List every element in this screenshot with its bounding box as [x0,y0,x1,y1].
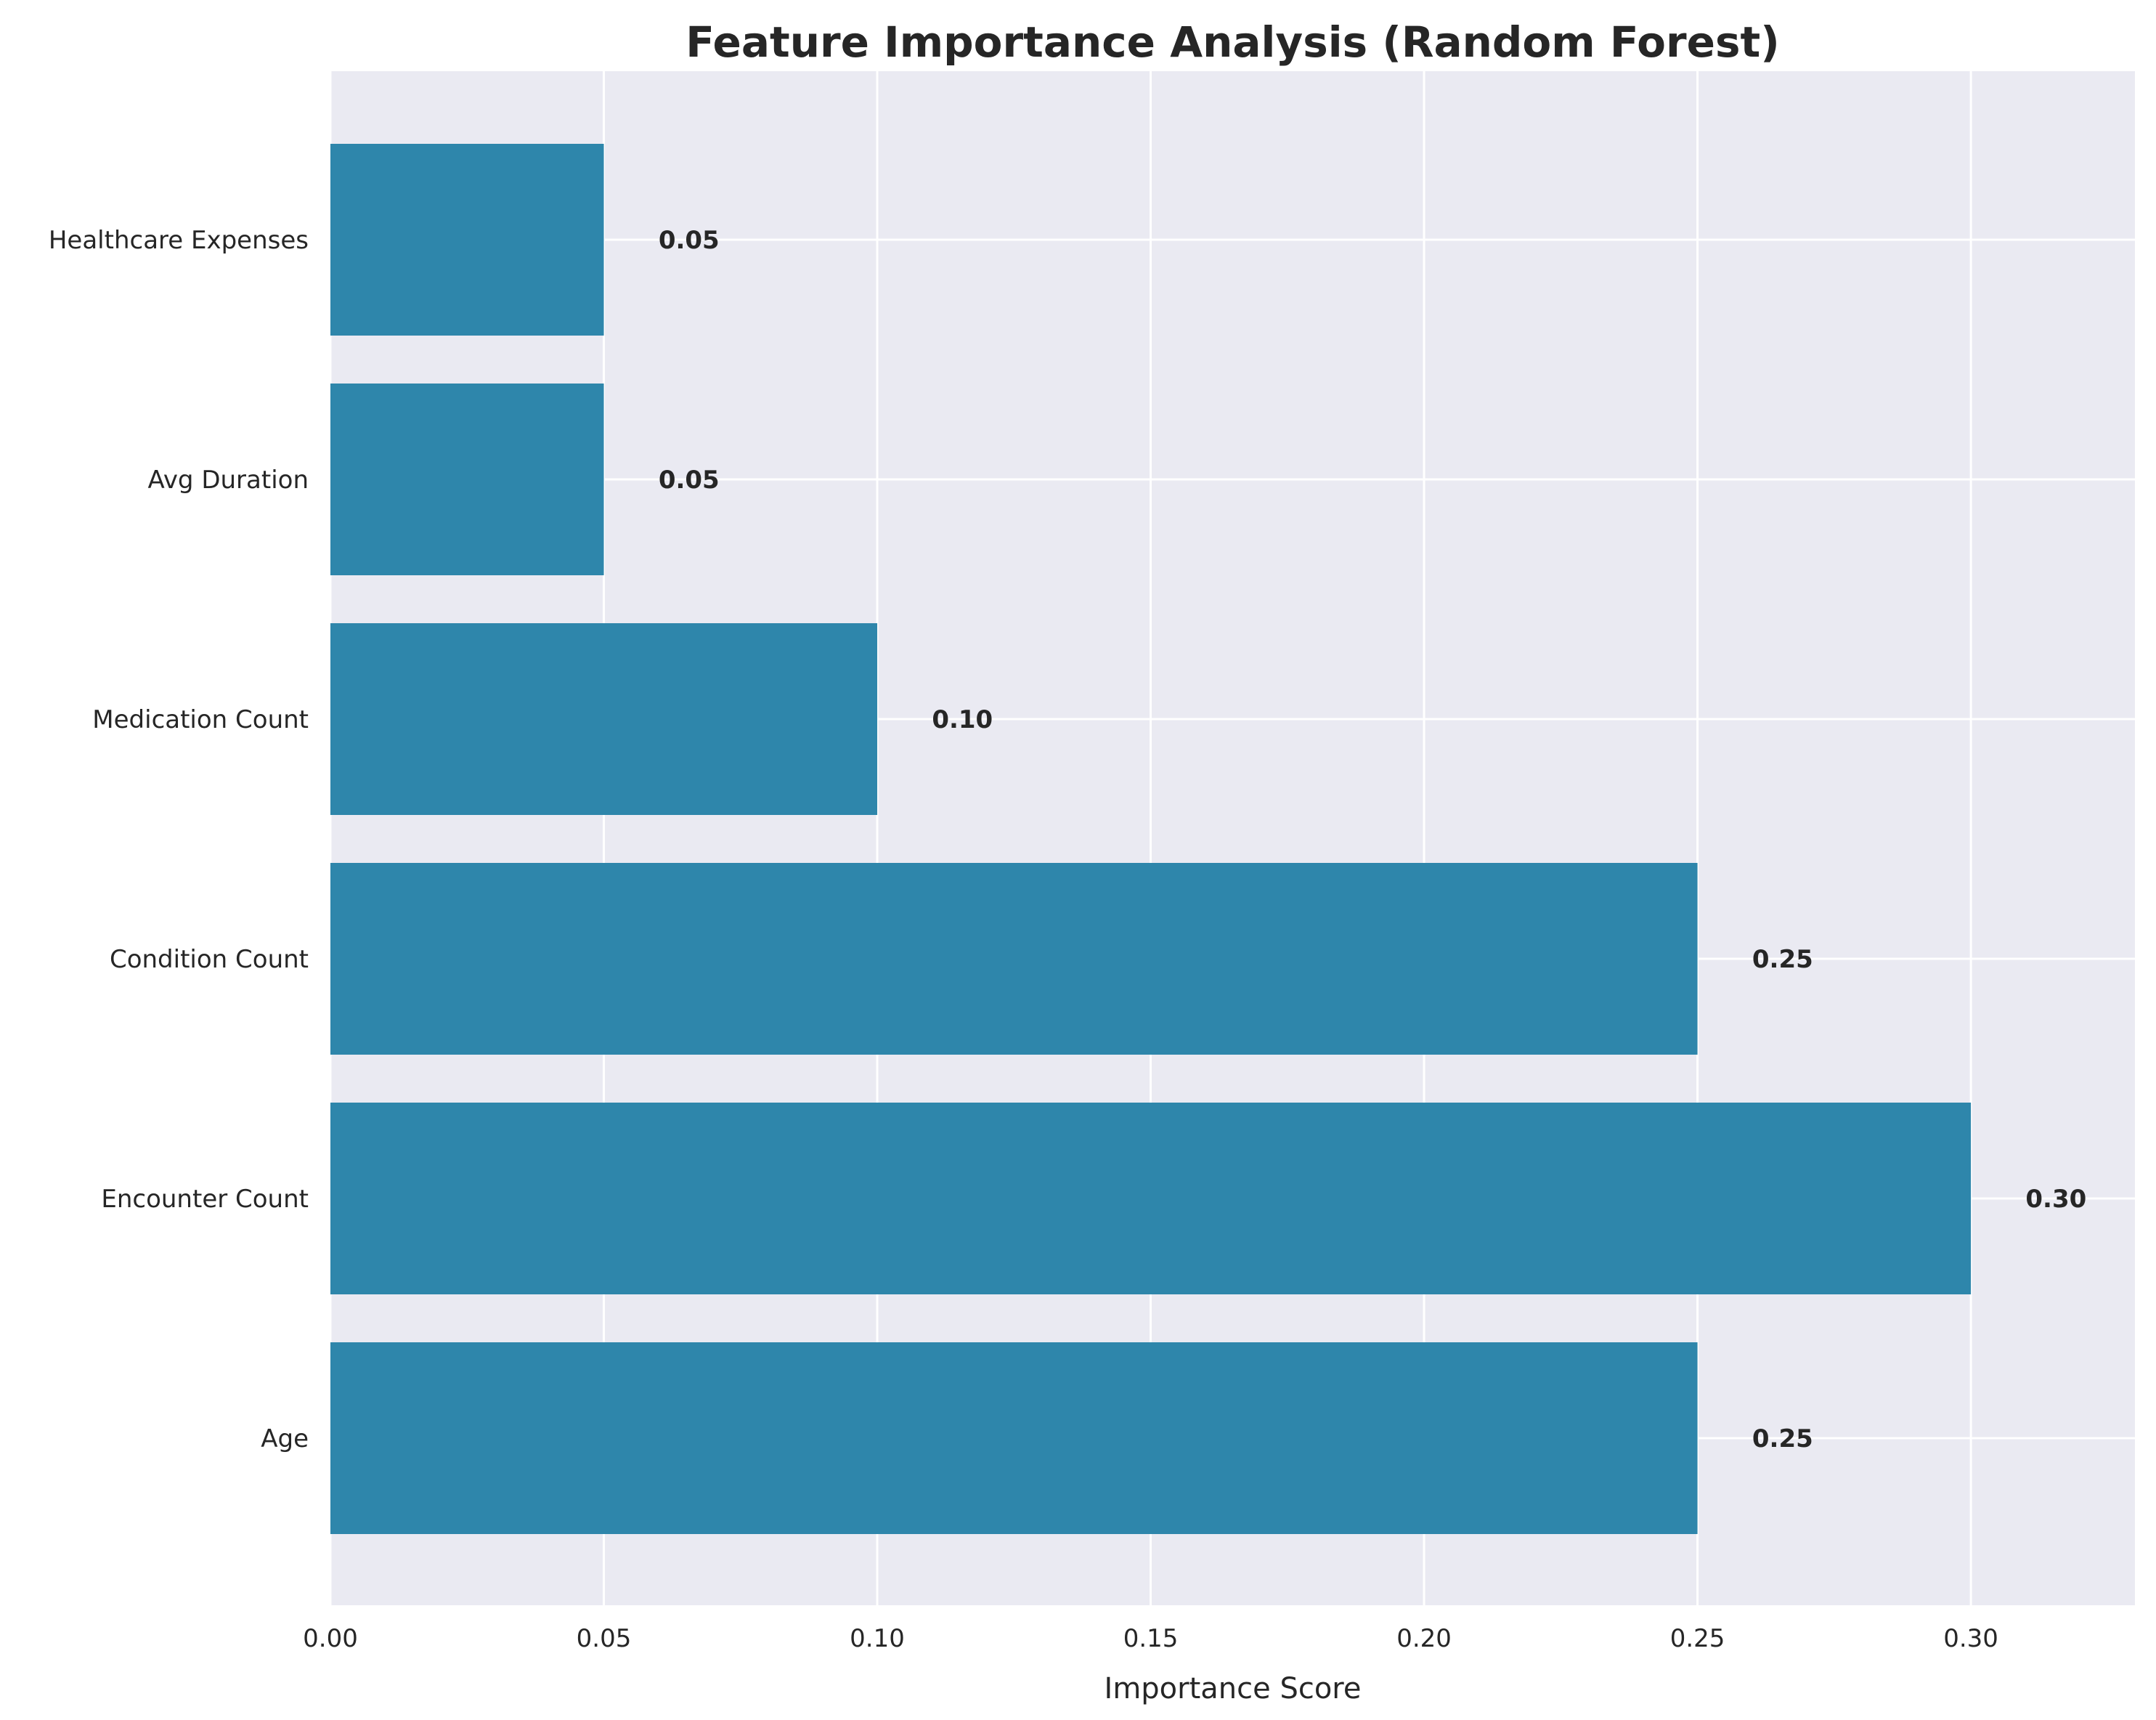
y-tick-label: Condition Count [110,945,309,974]
value-label: 0.05 [659,226,720,255]
x-tick-label: 0.00 [303,1624,358,1653]
value-labels: 0.25 0.30 0.25 0.10 0.05 0.05 [659,226,2086,1453]
x-tick-label: 0.15 [1123,1624,1179,1653]
x-axis-label: Importance Score [1105,1672,1362,1705]
bar-medication-count [330,623,878,815]
y-tick-label: Avg Duration [148,466,309,495]
x-tick-label: 0.10 [850,1624,905,1653]
x-tick-label: 0.30 [1943,1624,1998,1653]
y-tick-labels: Age Encounter Count Condition Count Medicat… [49,226,309,1453]
value-label: 0.30 [2025,1185,2086,1214]
y-tick-label: Encounter Count [101,1185,309,1214]
x-tick-label: 0.20 [1396,1624,1452,1653]
bars [330,144,1972,1534]
bar-age [330,1342,1698,1534]
value-label: 0.10 [932,705,993,734]
x-tick-labels: 0.00 0.05 0.10 0.15 0.20 0.25 0.30 [303,1624,1998,1653]
chart-title: Feature Importance Analysis (Random Fore… [686,17,1779,67]
x-tick-label: 0.05 [577,1624,632,1653]
value-label: 0.25 [1752,945,1813,974]
y-tick-label: Healthcare Expenses [49,226,309,255]
value-label: 0.25 [1752,1424,1813,1453]
bar-condition-count [330,863,1698,1055]
y-tick-label: Medication Count [92,705,309,734]
bar-encounter-count [330,1103,1972,1294]
value-label: 0.05 [659,466,720,495]
bar-healthcare-expenses [330,144,604,336]
y-tick-label: Age [261,1424,309,1453]
bar-avg-duration [330,384,604,575]
x-tick-label: 0.25 [1670,1624,1725,1653]
